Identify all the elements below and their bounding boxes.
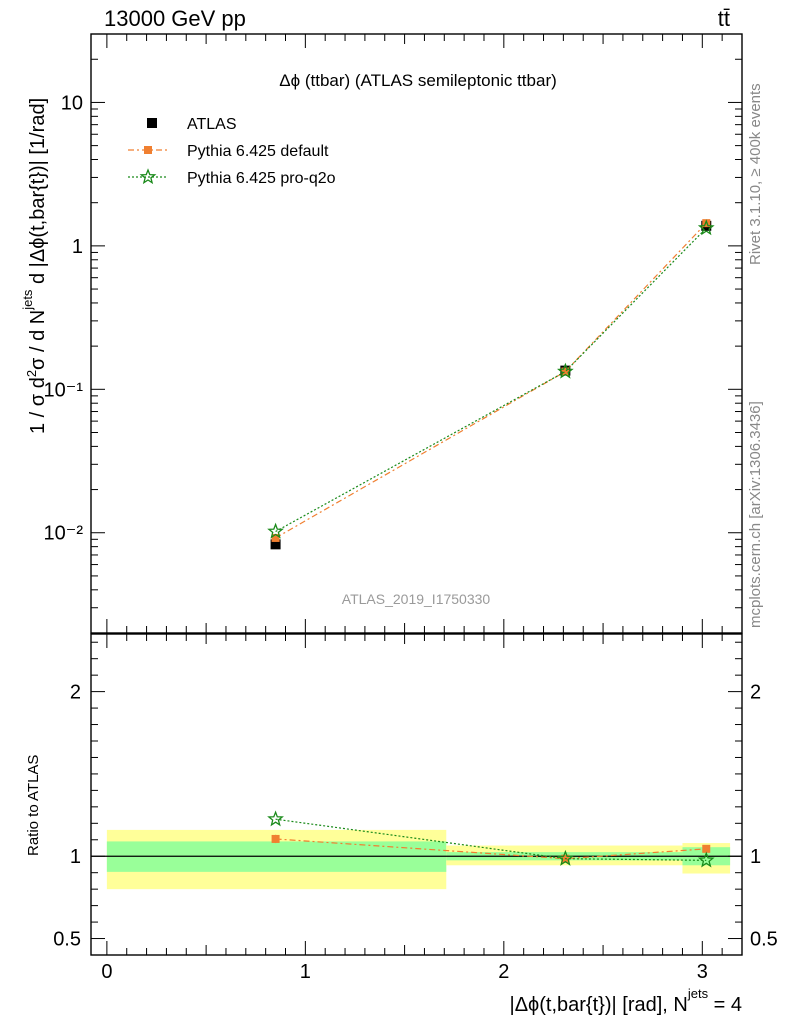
y-axis-label: 1 / σ d2σ / d Njets d |Δϕ(t,bar{t})| [1/… [20,98,49,434]
ratio-y-axis-label: Ratio to ATLAS [25,755,42,856]
watermark: ATLAS_2019_I1750330 [342,591,491,607]
legend-marker-pythia-pro-q2o [139,168,157,185]
data-point-1-2 [702,219,711,228]
legend-label-pythia-default: Pythia 6.425 default [187,143,329,160]
ratio-y-tick-label: 0.5 [53,929,81,951]
rivet-label: Rivet 3.1.10, ≥ 400k events [747,83,764,265]
x-axis-label-main: |Δϕ(t,bar{t})| [rad], N [510,994,688,1016]
x-tick-label: 1 [300,961,311,983]
x-axis-label-suffix: = 4 [708,994,742,1016]
chart-title: Δϕ (ttbar) (ATLAS semileptonic ttbar) [279,71,557,90]
x-axis-label: |Δϕ(t,bar{t})| [rad], Njets = 4 [510,986,743,1016]
legend-marker-pythia-default [144,146,152,154]
ratio-y-tick-label: 2 [70,682,81,704]
source-label: mcplots.cern.ch [arXiv:1306.3436] [747,401,764,628]
main-frame [90,33,743,634]
legend-entry-pythia-pro-q2o: Pythia 6.425 pro-q2o [128,168,336,187]
series-line-2 [275,227,707,533]
y-tick-label: 10⁻¹ [44,379,84,401]
legend-label-pythia-pro-q2o: Pythia 6.425 pro-q2o [187,170,336,187]
energy-label: 13000 GeV pp [104,6,246,31]
series-line-1 [275,222,707,539]
ratio-point-1-1 [556,849,574,866]
ratio-panel: 0.5 0.5 1 1 2 2 0 1 2 3 Ratio to ATLAS |Δϕ(t,bar{… [25,633,778,1016]
ratio-point-0-2 [702,844,711,853]
ratio-frame [90,633,743,956]
ratio-point-0-0 [271,834,280,843]
main-panel: Δϕ (ttbar) (ATLAS semileptonic ttbar) AT… [20,33,743,634]
data-point-0-0 [270,539,281,550]
svg-text:|Δϕ(t,bar{t})| [rad], Njets =: |Δϕ(t,bar{t})| [rad], Njets = 4 [510,986,743,1016]
x-tick-label: 0 [101,961,112,983]
data-point-1-0 [271,533,280,542]
svg-text:1 / σ d2σ / d Njets d |Δϕ(t,ba: 1 / σ d2σ / d Njets d |Δϕ(t,bar{t})| [1/… [20,98,49,434]
ratio-point-1-0 [267,810,284,827]
x-tick-label: 2 [498,961,509,983]
data-point-1-1 [561,367,570,376]
legend-label-atlas: ATLAS [187,116,237,133]
legend-marker-atlas [147,118,157,128]
ratio-y-tick-label-right: 2 [750,682,761,704]
ratio-y-tick-label-right: 1 [750,846,761,868]
x-tick-label: 3 [697,961,708,983]
y-tick-label: 1 [72,236,83,258]
ratio-y-tick-label-right: 0.5 [750,929,778,951]
ratio-line-1 [275,818,707,861]
legend-entry-atlas: ATLAS [147,116,237,133]
x-axis-label-sup: jets [687,986,709,1001]
process-label: tt̄ [718,6,730,31]
ratio-y-tick-label: 1 [70,846,81,868]
legend: ATLAS Pythia 6.425 default Pythia 6.425 … [128,116,336,187]
legend-star-shape [139,168,157,185]
y-tick-label: 10 [61,92,83,114]
y-tick-label: 10⁻² [44,523,84,545]
legend-entry-pythia-default: Pythia 6.425 default [128,143,329,160]
ratio-point-1-2 [697,851,715,868]
data-point-2-2 [697,219,715,236]
data-point-2-0 [267,522,284,539]
data-point-2-1 [557,362,574,379]
